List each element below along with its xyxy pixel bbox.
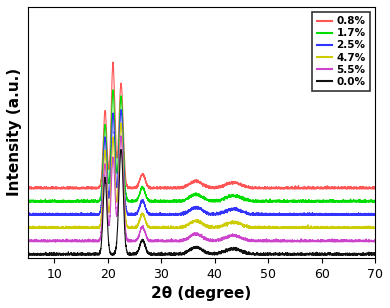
4.7% xyxy=(26,227,30,230)
Line: 1.7%: 1.7% xyxy=(28,90,375,202)
1.7% xyxy=(362,199,367,203)
0.0% xyxy=(25,253,30,257)
2.5% xyxy=(362,212,367,215)
5.5% xyxy=(119,134,123,138)
5.5% xyxy=(190,232,195,236)
0.8% xyxy=(171,186,176,190)
5.5% xyxy=(362,239,367,243)
Y-axis label: Intensity (a.u.): Intensity (a.u.) xyxy=(7,68,22,197)
2.5% xyxy=(345,213,349,216)
5.5% xyxy=(278,239,282,243)
4.7% xyxy=(119,121,123,125)
1.7% xyxy=(174,200,179,204)
0.8% xyxy=(278,186,282,190)
2.5% xyxy=(119,108,124,112)
0.8% xyxy=(345,187,349,191)
0.8% xyxy=(190,180,195,184)
2.5% xyxy=(25,213,30,217)
Line: 2.5%: 2.5% xyxy=(28,110,375,215)
4.7% xyxy=(345,226,349,230)
2.5% xyxy=(171,213,176,216)
Line: 0.8%: 0.8% xyxy=(28,62,375,189)
0.8% xyxy=(373,187,378,191)
1.7% xyxy=(373,198,378,202)
2.5% xyxy=(25,213,30,216)
Legend: 0.8%, 1.7%, 2.5%, 4.7%, 5.5%, 0.0%: 0.8%, 1.7%, 2.5%, 4.7%, 5.5%, 0.0% xyxy=(312,12,370,91)
0.0% xyxy=(345,252,349,255)
0.0% xyxy=(362,252,367,256)
0.8% xyxy=(111,60,115,64)
Line: 0.0%: 0.0% xyxy=(28,150,375,255)
0.8% xyxy=(27,187,32,191)
2.5% xyxy=(373,213,378,217)
Line: 4.7%: 4.7% xyxy=(28,123,375,229)
4.7% xyxy=(278,226,282,230)
0.0% xyxy=(26,253,30,257)
5.5% xyxy=(174,240,179,244)
5.5% xyxy=(171,239,176,243)
X-axis label: 2θ (degree): 2θ (degree) xyxy=(151,286,252,301)
1.7% xyxy=(345,200,349,203)
0.8% xyxy=(174,187,179,190)
4.7% xyxy=(174,225,179,229)
0.0% xyxy=(278,252,282,256)
0.8% xyxy=(25,185,30,189)
4.7% xyxy=(171,226,176,229)
4.7% xyxy=(373,226,378,230)
1.7% xyxy=(171,198,176,201)
1.7% xyxy=(26,200,31,204)
Line: 5.5%: 5.5% xyxy=(28,136,375,242)
5.5% xyxy=(25,240,30,244)
4.7% xyxy=(362,225,367,229)
5.5% xyxy=(373,239,378,242)
1.7% xyxy=(278,200,282,204)
2.5% xyxy=(174,213,179,217)
0.0% xyxy=(171,253,176,256)
0.0% xyxy=(174,252,179,256)
1.7% xyxy=(190,193,195,197)
0.0% xyxy=(373,253,378,257)
1.7% xyxy=(25,200,30,204)
0.8% xyxy=(362,185,367,189)
5.5% xyxy=(345,239,349,243)
2.5% xyxy=(190,207,195,210)
1.7% xyxy=(111,88,115,91)
2.5% xyxy=(278,213,282,217)
4.7% xyxy=(190,219,195,223)
5.5% xyxy=(25,239,30,242)
0.0% xyxy=(190,246,195,250)
0.0% xyxy=(119,148,123,152)
4.7% xyxy=(25,225,30,229)
